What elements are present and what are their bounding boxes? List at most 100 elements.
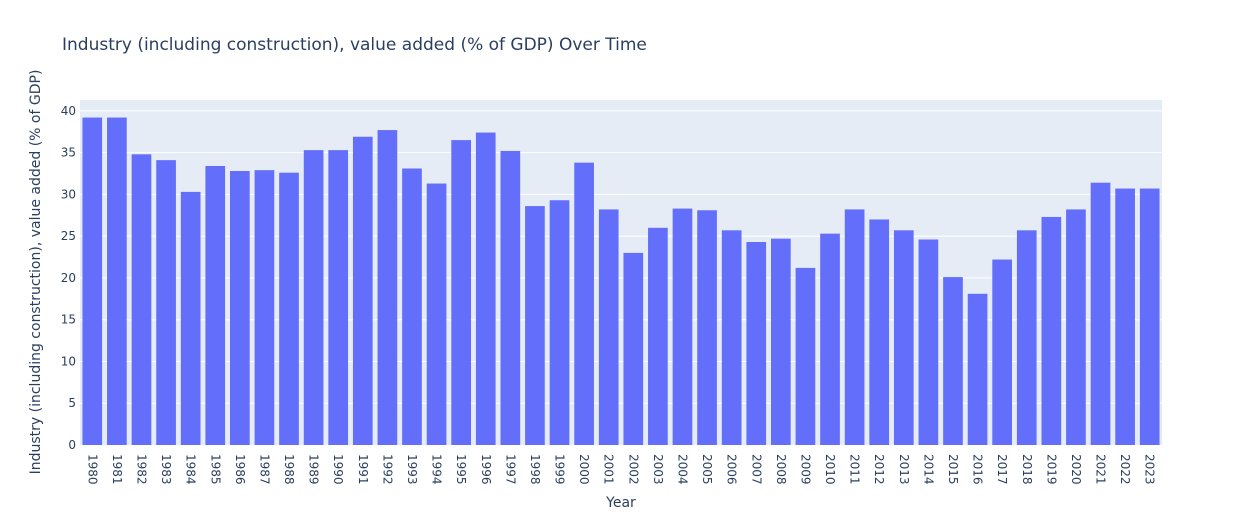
bar-2017[interactable] bbox=[992, 259, 1012, 445]
bar-1986[interactable] bbox=[230, 171, 250, 446]
x-tick-label: 1994 bbox=[430, 454, 444, 485]
bar-2002[interactable] bbox=[623, 252, 644, 445]
bar-1982[interactable] bbox=[131, 154, 152, 445]
x-tick-label: 1999 bbox=[553, 454, 567, 485]
bars bbox=[82, 117, 1160, 446]
bar-1994[interactable] bbox=[426, 183, 447, 446]
bar-2011[interactable] bbox=[844, 209, 865, 445]
bar-2023[interactable] bbox=[1139, 188, 1160, 445]
bar-1993[interactable] bbox=[402, 168, 422, 446]
bar-2019[interactable] bbox=[1041, 216, 1062, 445]
x-tick-label: 1985 bbox=[208, 454, 222, 485]
x-tick-label: 1984 bbox=[184, 454, 198, 485]
bar-2001[interactable] bbox=[598, 209, 619, 445]
x-tick-label: 1986 bbox=[233, 454, 247, 485]
x-tick-label: 2015 bbox=[946, 454, 960, 485]
bar-1983[interactable] bbox=[156, 160, 176, 446]
x-tick-label: 2018 bbox=[1020, 454, 1034, 485]
x-tick-label: 2005 bbox=[700, 454, 714, 485]
bar-2021[interactable] bbox=[1090, 182, 1111, 445]
x-tick-label: 2000 bbox=[577, 454, 591, 485]
y-tick-label: 5 bbox=[68, 396, 76, 410]
bar-2007[interactable] bbox=[746, 242, 767, 445]
x-tick-label: 1995 bbox=[454, 454, 468, 485]
bar-1998[interactable] bbox=[525, 206, 545, 445]
bar-2006[interactable] bbox=[721, 230, 742, 445]
x-tick-label: 2022 bbox=[1118, 454, 1132, 485]
x-tick-label: 1992 bbox=[380, 454, 394, 485]
bar-1990[interactable] bbox=[328, 150, 349, 445]
x-tick-label: 2007 bbox=[749, 454, 763, 485]
x-tick-label: 1983 bbox=[159, 454, 173, 485]
x-tick-label: 1989 bbox=[307, 454, 321, 485]
x-tick-label: 1980 bbox=[85, 454, 99, 485]
x-tick-label: 2017 bbox=[995, 454, 1009, 485]
x-tick-label: 1988 bbox=[282, 454, 296, 485]
y-tick-label: 10 bbox=[61, 354, 76, 368]
x-tick-label: 2019 bbox=[1044, 454, 1058, 485]
bar-2009[interactable] bbox=[795, 267, 816, 445]
y-tick-label: 40 bbox=[61, 104, 76, 118]
x-tick-label: 1981 bbox=[110, 454, 124, 485]
x-tick-label: 1996 bbox=[479, 454, 493, 485]
bar-2012[interactable] bbox=[869, 219, 890, 445]
x-tick-label: 2011 bbox=[848, 454, 862, 485]
bar-1989[interactable] bbox=[303, 150, 324, 445]
bar-2003[interactable] bbox=[648, 227, 668, 445]
x-tick-label: 2013 bbox=[897, 454, 911, 485]
bar-1997[interactable] bbox=[500, 150, 521, 445]
x-tick-label: 1997 bbox=[503, 454, 517, 485]
bar-2016[interactable] bbox=[967, 293, 988, 445]
y-tick-label: 0 bbox=[68, 438, 76, 452]
bar-1981[interactable] bbox=[107, 117, 127, 446]
y-axis-title: Industry (including construction), value… bbox=[28, 70, 44, 475]
bar-1985[interactable] bbox=[205, 165, 226, 445]
x-tick-label: 2003 bbox=[651, 454, 665, 485]
x-tick-label: 1991 bbox=[356, 454, 370, 485]
y-tick-label: 35 bbox=[61, 146, 76, 160]
x-tick-label: 2004 bbox=[675, 454, 689, 485]
bar-1999[interactable] bbox=[549, 200, 570, 445]
bar-1984[interactable] bbox=[180, 191, 201, 445]
bar-2014[interactable] bbox=[918, 239, 939, 445]
bar-2020[interactable] bbox=[1066, 209, 1086, 445]
y-tick-label: 30 bbox=[61, 187, 76, 201]
bar-2005[interactable] bbox=[697, 210, 717, 445]
x-tick-label: 2010 bbox=[823, 454, 837, 485]
x-axis-ticks: 1980 1981 1982 1983 1984 1985 1986 1987 1988 1989… bbox=[85, 454, 1156, 485]
x-tick-label: 2012 bbox=[872, 454, 886, 485]
bar-2004[interactable] bbox=[672, 208, 693, 445]
bar-1987[interactable] bbox=[254, 170, 275, 445]
y-tick-label: 15 bbox=[61, 313, 76, 327]
y-axis-ticks: 0 5 10 15 20 25 30 35 40 bbox=[61, 104, 76, 452]
x-axis-title: Year bbox=[605, 495, 636, 511]
x-tick-label: 2008 bbox=[774, 454, 788, 485]
x-tick-label: 1982 bbox=[134, 454, 148, 485]
x-tick-label: 2021 bbox=[1094, 454, 1108, 485]
bar-2022[interactable] bbox=[1115, 188, 1135, 445]
x-tick-label: 2002 bbox=[626, 454, 640, 485]
x-tick-label: 2006 bbox=[725, 454, 739, 485]
bar-2000[interactable] bbox=[574, 162, 594, 445]
bar-2015[interactable] bbox=[943, 277, 963, 445]
bar-1980[interactable] bbox=[82, 117, 103, 446]
bar-1996[interactable] bbox=[475, 132, 496, 446]
bar-1988[interactable] bbox=[279, 172, 299, 445]
x-tick-label: 2001 bbox=[602, 454, 616, 485]
x-tick-label: 2009 bbox=[798, 454, 812, 485]
y-tick-label: 20 bbox=[61, 271, 76, 285]
bar-2010[interactable] bbox=[820, 233, 840, 445]
bar-2008[interactable] bbox=[771, 238, 791, 445]
x-tick-label: 2016 bbox=[971, 454, 985, 485]
bar-1991[interactable] bbox=[352, 136, 373, 446]
bar-1995[interactable] bbox=[451, 140, 471, 445]
x-tick-label: 1998 bbox=[528, 454, 542, 485]
bar-2018[interactable] bbox=[1016, 230, 1037, 445]
x-tick-label: 1993 bbox=[405, 454, 419, 485]
bar-1992[interactable] bbox=[377, 130, 398, 445]
x-tick-label: 1990 bbox=[331, 454, 345, 485]
x-tick-label: 2020 bbox=[1069, 454, 1083, 485]
y-tick-label: 25 bbox=[61, 229, 76, 243]
bar-2013[interactable] bbox=[893, 230, 914, 445]
